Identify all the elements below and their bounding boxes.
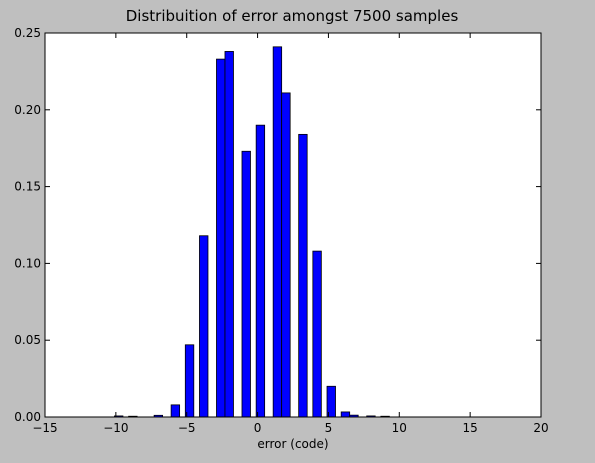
- x-tick-label: 15: [463, 421, 478, 435]
- bar: [216, 58, 226, 418]
- bar: [340, 411, 351, 418]
- plot-frame: [44, 32, 542, 418]
- x-tick-label: 5: [325, 421, 333, 435]
- y-axis-ticks: 0.00 0.05 0.10 0.15 0.20 0.25: [14, 26, 541, 424]
- x-axis-ticks: −15 −10 −5 0 5 10 15 20: [32, 33, 549, 435]
- bar: [241, 150, 251, 418]
- plot-area: [45, 33, 541, 417]
- bar: [312, 250, 322, 418]
- y-tick-label: 0.20: [14, 103, 41, 117]
- bar: [224, 51, 234, 418]
- bars-group: [114, 46, 390, 418]
- y-tick-label: 0.00: [14, 410, 41, 424]
- bar: [170, 404, 181, 418]
- bar: [298, 133, 308, 418]
- y-tick-label: 0.15: [14, 180, 41, 194]
- y-tick-label: 0.10: [14, 256, 41, 270]
- chart-title: Distribuition of error amongst 7500 samp…: [126, 7, 459, 25]
- bar: [255, 124, 266, 418]
- x-tick-label: −5: [178, 421, 196, 435]
- x-axis-label: error (code): [257, 437, 328, 451]
- y-tick-label: 0.25: [14, 26, 41, 40]
- x-tick-label: −15: [32, 421, 57, 435]
- y-tick-label: 0.05: [14, 333, 41, 347]
- bar: [199, 235, 209, 418]
- bar: [184, 344, 195, 418]
- x-tick-label: 10: [392, 421, 407, 435]
- bar: [272, 46, 283, 418]
- bar: [281, 92, 291, 418]
- x-tick-label: 0: [254, 421, 262, 435]
- x-tick-label: −10: [103, 421, 128, 435]
- x-tick-label: 20: [533, 421, 548, 435]
